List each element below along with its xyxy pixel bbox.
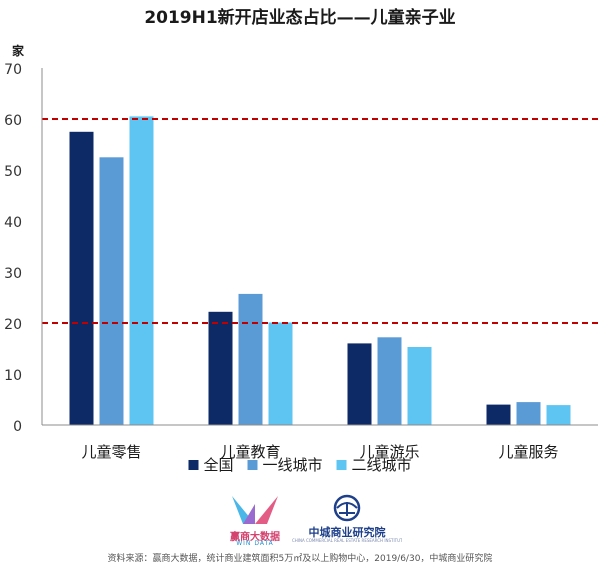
bar [516, 402, 541, 425]
y-tick-label: 40 [4, 215, 22, 231]
y-tick-label: 60 [4, 113, 22, 129]
bar [208, 311, 233, 425]
legend-label: 一线城市 [263, 456, 323, 474]
source-note: 资料来源：赢商大数据，统计商业建筑面积5万㎡及以上购物中心，2019/6/30，… [107, 554, 493, 564]
win-data-mark-icon [232, 496, 278, 524]
x-category-labels: 儿童零售 儿童教育 儿童游乐 儿童服务 [81, 443, 558, 461]
win-data-name: 赢商大数据 [230, 532, 280, 543]
legend-swatch [247, 460, 258, 470]
win-data-tagline: WIN DATA [236, 540, 274, 547]
y-tick-label: 50 [4, 164, 22, 180]
bars [69, 116, 571, 426]
reference-lines [42, 118, 598, 324]
bar [546, 405, 571, 425]
bar [377, 337, 402, 425]
y-axis-label: 家 [12, 43, 25, 58]
legend: 全国 一线城市 二线城市 [188, 456, 412, 474]
bar [268, 322, 293, 425]
x-category-label: 儿童零售 [81, 443, 141, 461]
legend-swatch [336, 460, 347, 470]
bar [407, 347, 432, 425]
x-category-label: 儿童教育 [220, 443, 280, 461]
chart-title: 2019H1新开店业态占比——儿童亲子业 [144, 7, 455, 28]
legend-label: 全国 [204, 456, 234, 474]
ccri-subtitle: CHINA COMMERCIAL REAL ESTATE RESEARCH IN… [292, 538, 402, 543]
bar [129, 116, 154, 426]
bar [347, 343, 372, 425]
bar [486, 404, 511, 425]
bar [99, 157, 124, 426]
win-data-logo: 赢商大数据 WIN DATA [226, 492, 284, 548]
ccri-name: 中城商业研究院 [308, 526, 386, 539]
y-tick-label: 10 [4, 368, 22, 384]
x-category-label: 儿童游乐 [359, 443, 419, 461]
y-tick-label: 20 [4, 317, 22, 333]
y-tick-label: 30 [4, 266, 22, 282]
legend-label: 二线城市 [352, 456, 412, 474]
bar [69, 131, 94, 426]
legend-swatch [188, 460, 199, 470]
footer-logos: 赢商大数据 WIN DATA 中城商业研究院 CHINA COMMERCIAL … [0, 492, 600, 550]
chart: 2019H1新开店业态占比——儿童亲子业 家 0 10 20 30 40 50 60 70 儿… [4, 7, 598, 474]
y-tick-label: 0 [13, 419, 22, 435]
x-category-label: 儿童服务 [498, 443, 558, 461]
y-tick-labels: 0 10 20 30 40 50 60 70 [4, 62, 22, 435]
y-tick-label: 70 [4, 62, 22, 78]
ccri-mark-icon [333, 494, 361, 522]
bar [238, 293, 263, 425]
ccri-logo: 中城商业研究院 CHINA COMMERCIAL REAL ESTATE RES… [292, 494, 402, 546]
